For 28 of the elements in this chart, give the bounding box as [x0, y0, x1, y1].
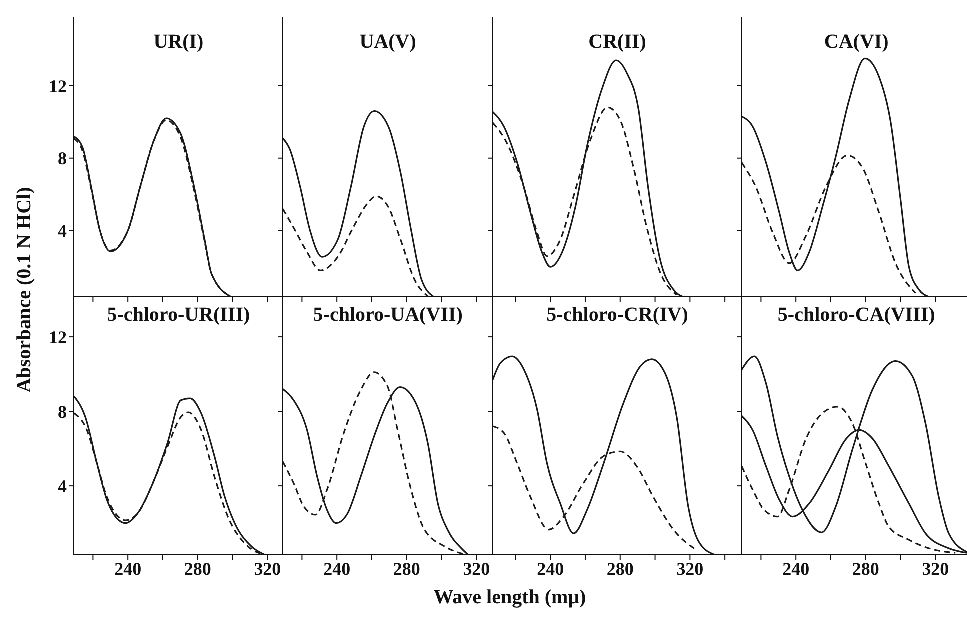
x-tick-label: 320 — [676, 558, 704, 579]
chart-title: 5-chloro-CA(VIII) — [776, 304, 936, 327]
chart-title: 5-chloro-UR(III) — [106, 304, 252, 327]
y-tick-label: 4 — [58, 476, 67, 496]
x-tick-label: 320 — [464, 558, 491, 579]
x-tick-label: 280 — [606, 558, 634, 579]
x-tick-label: 240 — [782, 558, 810, 579]
chart-title: 5-chloro-UA(VII) — [312, 304, 464, 327]
x-tick-label: 320 — [922, 558, 950, 579]
x-tick-label: 280 — [184, 558, 212, 579]
text: CR(II) — [588, 31, 648, 54]
x-tick-label: 280 — [394, 558, 421, 579]
text: CA(VI) — [823, 31, 890, 54]
x-tick-label: 320 — [254, 558, 282, 579]
x-tick-label: 240 — [114, 558, 142, 579]
y-tick-label: 12 — [49, 76, 68, 96]
x-tick-label: 280 — [852, 558, 880, 579]
text: UR(I) — [152, 31, 205, 54]
y-tick-label: 8 — [58, 148, 67, 169]
chart-title: 5-chloro-CR(IV) — [546, 304, 690, 327]
y-tick-label: 12 — [49, 327, 68, 348]
x-axis-title: Wave length (mμ) — [434, 586, 586, 610]
x-tick-label: 240 — [536, 558, 564, 579]
text: UA(V) — [358, 31, 418, 54]
x-tick-label: 240 — [324, 558, 351, 579]
y-tick-label: 4 — [58, 221, 67, 242]
y-axis-title: Absorbance (0.1 N HCl) — [14, 187, 36, 393]
y-tick-label: 8 — [58, 402, 67, 422]
